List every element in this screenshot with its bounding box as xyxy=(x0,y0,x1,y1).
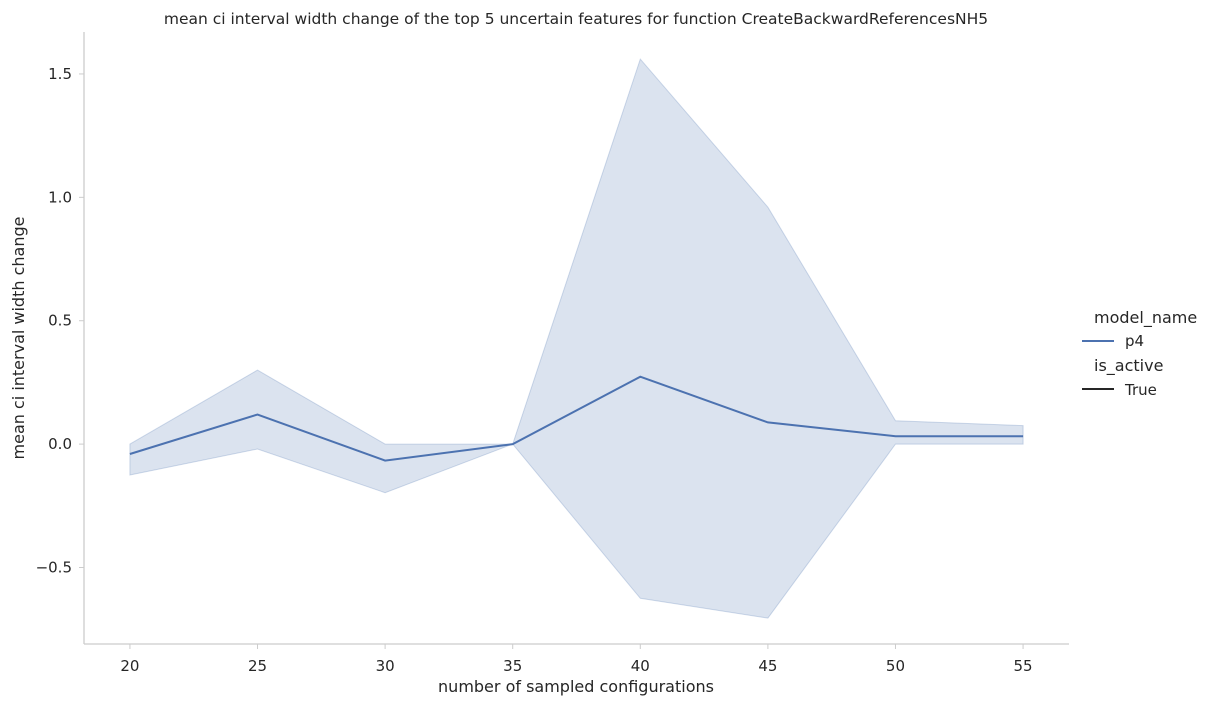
y-tick-label: 0.5 xyxy=(48,312,72,330)
y-ticks: −0.5 0.0 0.5 1.0 1.5 xyxy=(36,65,84,577)
legend-label-p4: p4 xyxy=(1125,332,1144,350)
legend-label-true: True xyxy=(1124,381,1157,399)
legend: model_name p4 is_active True xyxy=(1082,308,1197,399)
y-tick-label: 1.5 xyxy=(48,65,72,83)
x-tick-label: 25 xyxy=(248,657,267,675)
legend-title-is-active: is_active xyxy=(1094,356,1163,376)
plot-area xyxy=(129,58,1024,619)
y-tick-label: 1.0 xyxy=(48,188,72,206)
y-axis-label: mean ci interval width change xyxy=(9,217,28,460)
x-tick-label: 45 xyxy=(758,657,777,675)
x-tick-label: 50 xyxy=(886,657,905,675)
x-tick-label: 20 xyxy=(120,657,139,675)
x-tick-label: 30 xyxy=(376,657,395,675)
legend-title-model-name: model_name xyxy=(1094,308,1197,328)
x-axis-label: number of sampled configurations xyxy=(438,677,714,696)
series-line-p4 xyxy=(129,375,1024,462)
x-tick-label: 35 xyxy=(503,657,522,675)
x-tick-label: 55 xyxy=(1014,657,1033,675)
x-ticks: 20 25 30 35 40 45 50 55 xyxy=(120,644,1033,675)
confidence-band xyxy=(129,58,1024,619)
y-tick-label: 0.0 xyxy=(48,435,72,453)
chart-title: mean ci interval width change of the top… xyxy=(164,10,988,28)
y-tick-label: −0.5 xyxy=(36,559,72,577)
x-tick-label: 40 xyxy=(631,657,650,675)
